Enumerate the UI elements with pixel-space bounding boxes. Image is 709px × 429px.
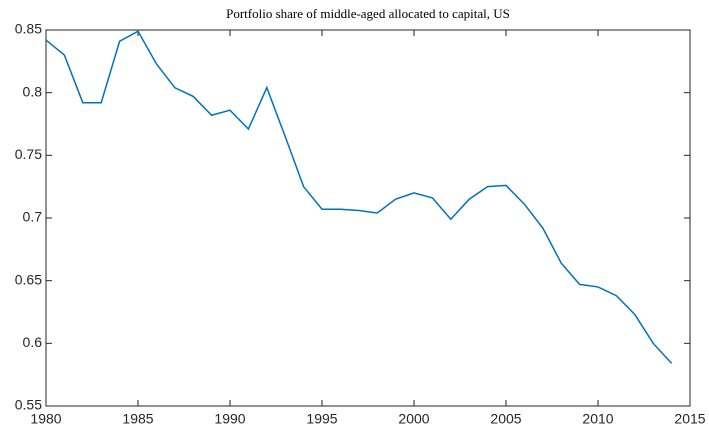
y-tick-label: 0.7 bbox=[23, 209, 43, 225]
x-tick-label: 2015 bbox=[674, 411, 705, 427]
y-tick-label: 0.55 bbox=[15, 397, 42, 413]
y-tick-label: 0.85 bbox=[15, 21, 42, 37]
data-line bbox=[45, 30, 673, 364]
y-tick-label: 0.75 bbox=[15, 146, 42, 162]
x-tick-label: 1980 bbox=[30, 411, 61, 427]
y-tick-label: 0.8 bbox=[23, 83, 43, 99]
x-tick-label: 2005 bbox=[490, 411, 521, 427]
x-tick-label: 2000 bbox=[398, 411, 429, 427]
y-tick-label: 0.65 bbox=[15, 271, 42, 287]
chart-title: Portfolio share of middle-aged allocated… bbox=[226, 6, 510, 21]
x-tick-label: 1995 bbox=[306, 411, 337, 427]
x-tick-label: 2010 bbox=[582, 411, 613, 427]
x-tick-label: 1990 bbox=[214, 411, 245, 427]
y-tick-label: 0.6 bbox=[23, 334, 43, 350]
plot-box bbox=[45, 29, 691, 407]
x-tick-label: 1985 bbox=[122, 411, 153, 427]
